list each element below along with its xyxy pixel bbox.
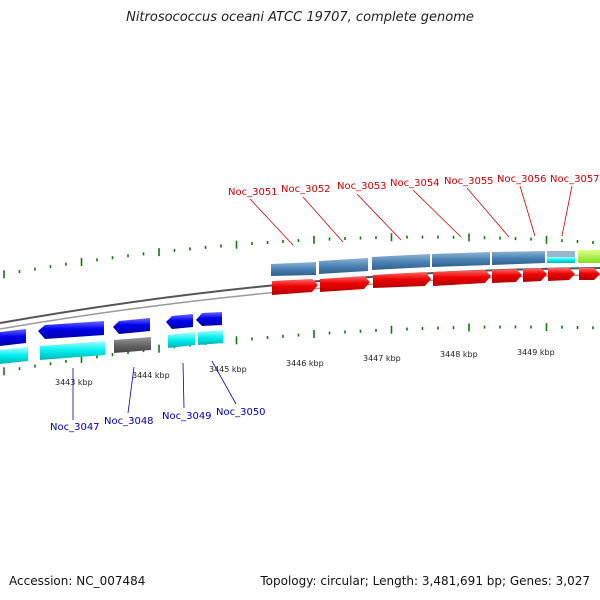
leader-line (466, 187, 510, 238)
leader-line (211, 360, 237, 405)
gene-label: Noc_3050 (216, 407, 266, 418)
top-gene-labels: Noc_3051 Noc_3052 Noc_3053 Noc_3054 Noc_… (228, 174, 600, 198)
kbp-label: 3448 kbp (440, 350, 478, 359)
gene-arrow-forward (320, 276, 370, 292)
cds-bar (198, 330, 223, 345)
forward-cds-row (271, 250, 600, 276)
leader-line (412, 189, 462, 238)
kbp-label: 3444 kbp (132, 371, 170, 380)
gene-arrow-forward (548, 268, 575, 281)
kbp-labels: 3443 kbp 3444 kbp 3445 kbp 3446 kbp 3447… (55, 348, 555, 387)
gene-label: Noc_3053 (337, 181, 387, 192)
cds-bar (0, 347, 28, 364)
kbp-label: 3447 kbp (363, 354, 401, 363)
gene-label: Noc_3048 (104, 416, 154, 427)
gene-label: Noc_3049 (162, 411, 212, 422)
gene-arrow-forward (433, 270, 491, 286)
leader-line (356, 193, 402, 241)
leader-line (519, 185, 536, 237)
gene-label: Noc_3047 (50, 422, 100, 433)
gene-label: Noc_3054 (390, 178, 440, 189)
gene-arrow-forward (272, 279, 318, 295)
cds-bar (547, 251, 575, 257)
gene-label: Noc_3056 (497, 174, 547, 185)
cds-bar (547, 257, 575, 263)
cds-bar (319, 258, 368, 274)
genome-summary-text: Topology: circular; Length: 3,481,691 bp… (260, 574, 590, 588)
label-leader-lines (72, 185, 573, 420)
cds-bar (432, 252, 490, 267)
cds-bar (168, 332, 195, 348)
cds-bar (114, 337, 151, 353)
leader-line (249, 198, 294, 246)
map-title: Nitrosococcus oceani ATCC 19707, complet… (126, 10, 474, 25)
forward-gene-row (272, 268, 600, 295)
leader-line (127, 366, 135, 414)
skew-ticks-bottom (3, 323, 594, 376)
gene-arrow-forward (373, 272, 431, 288)
accession-text: Accession: NC_007484 (9, 574, 146, 588)
gene-arrow-reverse (0, 329, 26, 346)
kbp-label: 3445 kbp (209, 365, 247, 374)
kbp-label: 3449 kbp (517, 348, 555, 357)
leader-line (302, 196, 344, 243)
gene-arrow-reverse (196, 312, 222, 326)
cds-bar (492, 251, 545, 265)
cds-bar (271, 262, 316, 276)
gene-arrow-forward (523, 268, 547, 282)
gene-arrow-reverse (38, 321, 104, 339)
reverse-cds-row (0, 330, 223, 364)
kbp-label: 3443 kbp (55, 378, 93, 387)
gene-label: Noc_3055 (444, 176, 494, 187)
gene-label: Noc_3052 (281, 184, 331, 195)
leader-line (561, 185, 573, 237)
gene-arrow-forward (492, 269, 522, 283)
gene-arrow-reverse (113, 318, 150, 334)
leader-line (182, 362, 185, 409)
gene-arrow-forward (579, 268, 600, 280)
cds-bar (372, 254, 430, 270)
gene-label: Noc_3057 (550, 174, 600, 185)
gene-arrow-reverse (166, 314, 193, 329)
cds-bar (578, 250, 600, 263)
cds-bar (40, 341, 105, 360)
skew-ticks-top (3, 233, 594, 279)
reverse-gene-row (0, 312, 222, 346)
bottom-gene-labels: Noc_3047 Noc_3048 Noc_3049 Noc_3050 (50, 407, 266, 433)
gene-label: Noc_3051 (228, 187, 278, 198)
kbp-label: 3446 kbp (286, 359, 324, 368)
